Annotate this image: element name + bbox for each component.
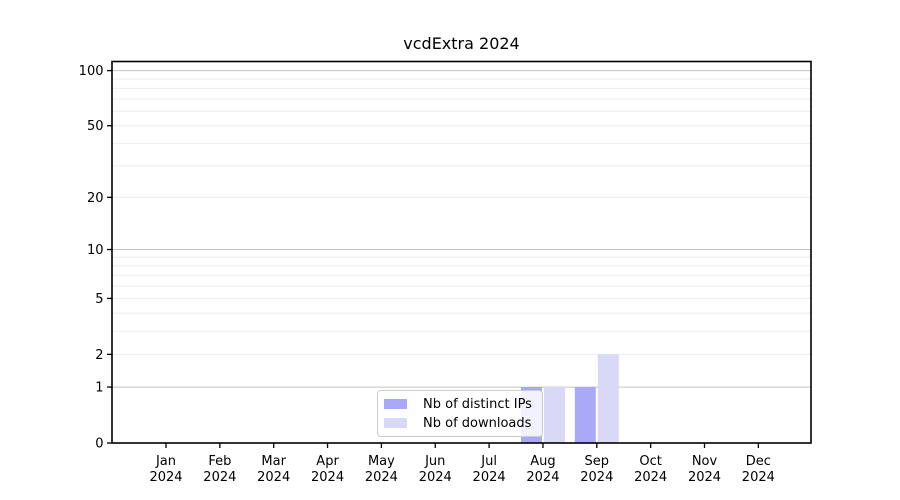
x-tick-label-month: Nov (692, 454, 718, 469)
y-tick-label: 5 (95, 292, 103, 307)
legend-label-distinct-ips: Nb of distinct IPs (423, 396, 532, 412)
x-tick-label-month: Dec (746, 454, 771, 469)
x-tick-label-year: 2024 (257, 470, 290, 485)
plot-frame (111, 60, 812, 444)
legend-swatch-downloads-icon (384, 418, 407, 428)
x-tick-label-year: 2024 (311, 470, 344, 485)
y-tick-label: 50 (87, 119, 104, 134)
x-tick-label-year: 2024 (419, 470, 452, 485)
chart-title: vcdExtra 2024 (403, 34, 520, 53)
legend-swatch-distinct-ips-icon (384, 399, 407, 409)
y-tick-label: 10 (87, 243, 104, 258)
x-tick-label-year: 2024 (473, 470, 506, 485)
x-tick-label-month: Mar (261, 454, 286, 469)
legend-label-downloads: Nb of downloads (423, 415, 532, 431)
x-tick-label-month: Feb (208, 454, 231, 469)
x-tick-label-year: 2024 (634, 470, 667, 485)
y-tick-label: 0 (95, 437, 103, 452)
bar (597, 354, 619, 443)
y-tick-label: 20 (87, 191, 104, 206)
x-tick-label-year: 2024 (149, 470, 182, 485)
x-tick-label-year: 2024 (688, 470, 721, 485)
y-tick-label: 100 (79, 64, 104, 79)
x-tick-label-month: Jul (480, 454, 497, 469)
x-tick-label-year: 2024 (742, 470, 775, 485)
x-tick-label-year: 2024 (365, 470, 398, 485)
bar (543, 387, 565, 443)
y-tick-label: 2 (95, 348, 103, 363)
legend-item-downloads: Nb of downloads (384, 415, 542, 431)
bar (574, 387, 596, 443)
x-tick-label-year: 2024 (203, 470, 236, 485)
x-tick-label-month: Sep (585, 454, 610, 469)
x-tick-label-month: Oct (639, 454, 661, 469)
x-tick-label-month: Aug (530, 454, 555, 469)
x-tick-label-year: 2024 (526, 470, 559, 485)
x-tick-label-year: 2024 (580, 470, 613, 485)
x-tick-label-month: Jun (424, 454, 445, 469)
x-tick-label-month: Jan (155, 454, 176, 469)
y-tick-label: 1 (95, 381, 103, 396)
legend-item-distinct-ips: Nb of distinct IPs (384, 396, 542, 412)
legend: Nb of distinct IPs Nb of downloads (377, 390, 543, 437)
x-tick-label-month: Apr (316, 454, 339, 469)
x-tick-label-month: May (368, 454, 395, 469)
